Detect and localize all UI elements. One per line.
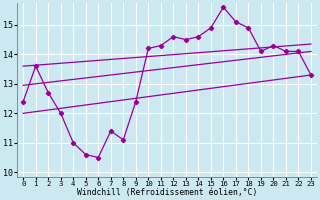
X-axis label: Windchill (Refroidissement éolien,°C): Windchill (Refroidissement éolien,°C) [77,188,257,197]
